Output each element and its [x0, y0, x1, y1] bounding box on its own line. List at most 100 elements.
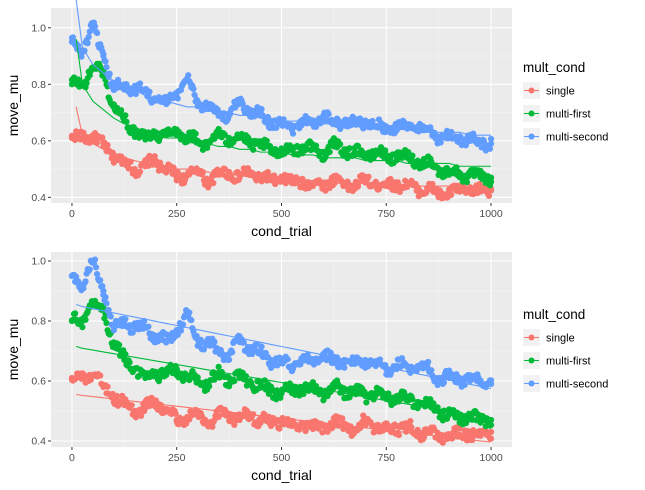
series-multi-second	[68, 256, 495, 391]
data-point	[174, 331, 181, 339]
data-point	[414, 123, 421, 130]
data-point	[142, 163, 149, 170]
data-point	[267, 177, 275, 184]
data-point	[299, 419, 306, 427]
data-point	[85, 33, 92, 40]
data-point	[152, 157, 159, 164]
data-point	[152, 368, 159, 376]
data-point	[246, 106, 254, 113]
data-point	[309, 182, 317, 190]
data-point	[278, 359, 285, 367]
data-point	[257, 143, 264, 150]
data-point	[355, 179, 363, 186]
data-point	[102, 294, 109, 301]
data-point	[339, 415, 346, 422]
data-point	[320, 422, 327, 430]
data-point	[487, 421, 495, 429]
legend-key-point	[528, 110, 535, 117]
data-point	[456, 374, 463, 382]
data-point	[257, 350, 264, 358]
data-point	[487, 435, 495, 442]
legend-title: mult_cond	[523, 60, 585, 75]
data-point	[184, 134, 191, 142]
data-point	[136, 80, 144, 87]
data-point	[372, 123, 379, 130]
data-point	[341, 146, 348, 153]
data-point	[288, 180, 296, 187]
data-point	[110, 103, 117, 111]
data-point	[330, 419, 337, 427]
data-point	[194, 98, 201, 105]
data-point	[425, 358, 432, 366]
data-point	[226, 374, 233, 382]
legend-title: mult_cond	[523, 307, 585, 322]
data-point	[211, 338, 218, 345]
data-point	[288, 146, 296, 153]
data-point	[324, 428, 331, 435]
data-point	[121, 356, 128, 364]
data-point	[194, 335, 201, 343]
data-point	[246, 377, 254, 385]
legend-key-point	[528, 380, 535, 387]
data-point	[393, 422, 400, 430]
data-point	[118, 107, 125, 114]
y-tick-label: 0.8	[31, 316, 46, 328]
data-point	[142, 374, 149, 382]
y-tick-label: 1.0	[31, 256, 46, 268]
data-point	[414, 362, 421, 370]
data-point	[131, 365, 138, 373]
data-point	[79, 324, 86, 331]
data-point	[477, 431, 484, 439]
series-multi-first	[68, 60, 495, 189]
data-point	[68, 374, 76, 382]
data-point	[356, 115, 364, 122]
fit-line-single	[75, 106, 492, 190]
data-point	[362, 356, 369, 364]
data-point	[362, 419, 369, 427]
data-point	[267, 419, 275, 427]
data-point	[94, 271, 101, 278]
series-single	[68, 370, 495, 446]
data-point	[94, 139, 101, 146]
data-point	[131, 407, 138, 415]
data-point	[138, 412, 145, 419]
data-point	[128, 402, 135, 409]
data-point	[68, 317, 76, 325]
data-point	[440, 379, 447, 386]
data-point	[446, 410, 453, 418]
data-point	[351, 182, 358, 190]
data-point	[477, 416, 484, 424]
data-point	[376, 356, 384, 363]
series-multi-second	[68, 19, 495, 154]
data-point	[487, 380, 495, 388]
x-tick-label: 0	[69, 208, 75, 220]
data-point	[173, 416, 180, 424]
legend-label-multi-second: multi-second	[546, 132, 608, 144]
y-tick-label: 0.6	[31, 135, 46, 147]
data-point	[425, 401, 432, 409]
x-axis-title: cond_trial	[251, 223, 312, 239]
data-point	[183, 420, 190, 427]
fit-line-multi-second	[75, 0, 492, 136]
data-point	[278, 174, 285, 181]
data-point	[393, 362, 400, 370]
data-point	[382, 147, 389, 154]
data-point	[369, 117, 376, 125]
data-point	[184, 171, 191, 178]
data-point	[383, 425, 390, 433]
y-tick-label: 0.6	[31, 376, 46, 388]
data-point	[477, 137, 484, 144]
data-point	[188, 317, 195, 324]
data-point	[142, 323, 149, 331]
x-tick-label: 750	[378, 452, 396, 464]
data-point	[126, 359, 133, 366]
data-point	[351, 120, 358, 127]
y-axis-title: move_mu	[5, 75, 21, 136]
data-point	[174, 95, 181, 102]
data-point	[100, 287, 107, 295]
data-point	[136, 168, 144, 175]
data-point	[466, 428, 474, 436]
data-point	[205, 103, 212, 111]
data-point	[121, 160, 128, 167]
